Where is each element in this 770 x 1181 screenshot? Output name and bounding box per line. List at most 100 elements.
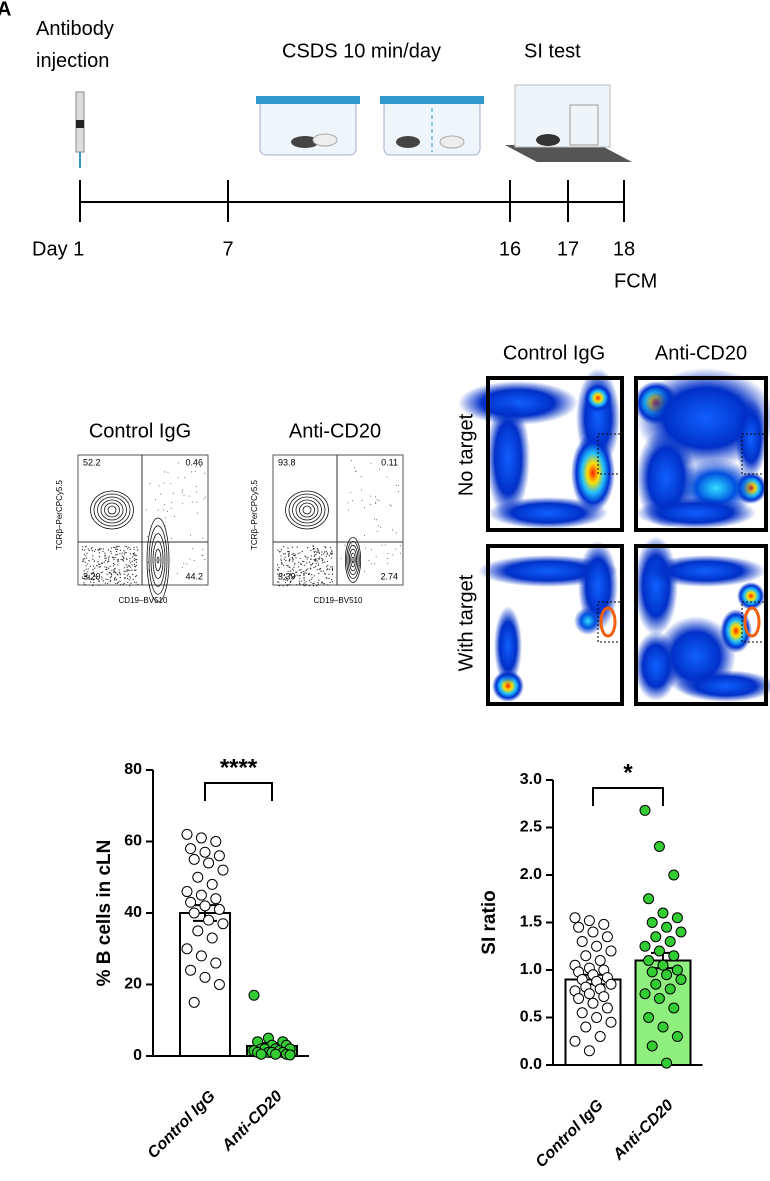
event-dot: [123, 556, 125, 558]
event-dot: [316, 548, 319, 550]
quadrant-value: 0.46: [185, 457, 203, 467]
event-dot: [194, 471, 196, 473]
event-dot: [129, 560, 131, 562]
data-point: [657, 959, 669, 971]
event-dot: [314, 554, 316, 556]
event-dot: [116, 573, 118, 575]
data-point: [583, 988, 595, 1000]
flow-x-label: CD19–BV510: [314, 596, 363, 605]
event-dot: [312, 585, 314, 587]
event-dot: [122, 583, 124, 586]
event-dot: [182, 503, 184, 505]
event-dot: [119, 580, 121, 582]
event-dot: [108, 555, 110, 557]
event-dot: [292, 576, 294, 579]
event-dot: [196, 501, 198, 503]
event-dot: [331, 566, 333, 568]
event-dot: [92, 569, 94, 571]
event-dot: [182, 489, 184, 491]
event-dot: [81, 576, 83, 578]
y-tick-label: 80: [124, 761, 142, 778]
event-dot: [108, 572, 110, 574]
event-dot: [108, 559, 110, 561]
y-tick-label: 20: [124, 976, 142, 993]
contour: [288, 493, 326, 527]
event-dot: [104, 559, 107, 561]
event-dot: [289, 558, 291, 560]
event-dot: [327, 568, 329, 570]
y-tick-label: 2.0: [520, 866, 542, 883]
event-dot: [128, 565, 131, 567]
event-dot: [133, 558, 135, 560]
event-dot: [303, 564, 305, 566]
event-dot: [300, 580, 303, 582]
event-dot: [386, 476, 388, 478]
event-dot: [131, 560, 133, 562]
event-dot: [99, 563, 101, 565]
event-dot: [324, 572, 326, 575]
significance-bracket: [204, 782, 273, 801]
event-dot: [135, 559, 137, 561]
data-point: [569, 1035, 581, 1047]
event-dot: [123, 582, 125, 585]
contour: [295, 499, 319, 521]
data-point: [639, 804, 651, 816]
data-point: [255, 1048, 267, 1060]
event-dot: [114, 579, 116, 581]
event-dot: [288, 552, 290, 554]
data-point: [213, 979, 225, 990]
event-dot: [283, 546, 285, 548]
event-dot: [303, 579, 305, 581]
event-dot: [380, 526, 382, 528]
event-dot: [282, 585, 284, 587]
event-dot: [277, 581, 279, 583]
event-dot: [377, 525, 379, 527]
event-dot: [117, 560, 119, 563]
event-dot: [299, 552, 301, 554]
data-point: [188, 853, 200, 865]
event-dot: [109, 579, 112, 581]
event-dot: [191, 501, 193, 503]
contour: [104, 502, 120, 518]
event-dot: [176, 572, 178, 574]
event-dot: [162, 509, 164, 511]
data-point: [270, 1048, 282, 1060]
event-dot: [330, 578, 333, 581]
event-dot: [133, 560, 136, 562]
data-point: [199, 900, 211, 912]
event-dot: [92, 555, 94, 557]
data-point: [195, 950, 207, 962]
event-dot: [287, 550, 289, 553]
flow-title: Anti-CD20: [289, 420, 381, 442]
data-point: [671, 964, 683, 976]
event-dot: [133, 548, 135, 550]
significance: *: [623, 759, 633, 786]
data-point: [248, 989, 260, 1001]
event-dot: [122, 559, 124, 561]
event-dot: [399, 545, 401, 547]
event-dot: [316, 585, 318, 587]
target-cup: [743, 606, 761, 638]
event-dot: [106, 567, 108, 569]
contour: [146, 517, 170, 603]
event-dot: [97, 548, 99, 551]
event-dot: [316, 560, 318, 562]
event-dot: [123, 550, 125, 552]
y-tick-label: 0: [133, 1047, 142, 1064]
y-tick-label: 1.0: [520, 961, 542, 978]
data-point: [601, 931, 613, 943]
contour: [348, 548, 358, 572]
event-dot: [326, 577, 328, 579]
data-point: [598, 991, 610, 1003]
event-dot: [364, 507, 366, 509]
event-dot: [327, 564, 329, 566]
event-dot: [327, 584, 329, 586]
contour: [292, 496, 322, 524]
event-dot: [390, 505, 392, 507]
event-dot: [119, 572, 121, 574]
event-dot: [115, 547, 117, 549]
event-dot: [110, 572, 112, 574]
day-label: 7: [222, 238, 233, 260]
flow-y-label: TCRβ–PerCPCy5.5: [55, 479, 64, 550]
event-dot: [294, 564, 296, 566]
